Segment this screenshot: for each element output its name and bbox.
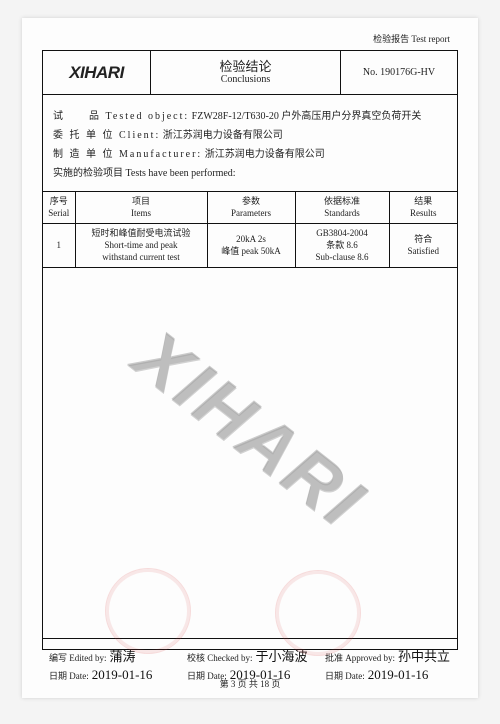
th-results: 结果Results [389,192,457,224]
client-label: 委 托 单 位 Client: [53,130,160,141]
edited-date: 2019-01-16 [92,667,153,683]
mfr-value: 浙江苏润电力设备有限公司 [205,149,325,160]
cell-params: 20kA 2s峰值 peak 50kA [207,224,295,268]
red-stamp-icon [105,568,191,654]
table-row: 1 短时和峰值耐受电流试验Short-time and peakwithstan… [43,224,457,268]
cell-results: 符合Satisfied [389,224,457,268]
mfr-label: 制 造 单 位 Manufacturer: [53,149,202,160]
date-label: 日期 Date: [49,669,89,682]
cell-standards: GB3804-2004条款 8.6Sub-clause 8.6 [295,224,389,268]
report-frame: XIHARI 检验结论 Conclusions No. 190176G-HV 试… [42,50,458,650]
report-number: No. 190176G-HV [341,51,457,94]
client-value: 浙江苏润电力设备有限公司 [163,130,283,141]
info-tested: 试 品 Tested object: FZW28F-12/T630-20 户外高… [53,107,447,126]
approved-date: 2019-01-16 [368,667,429,683]
body-area: XIHARI [43,268,457,638]
date-label: 日期 Date: [325,669,365,682]
logo-text: XIHARI [43,51,151,94]
info-block: 试 品 Tested object: FZW28F-12/T630-20 户外高… [43,95,457,191]
cell-serial: 1 [43,224,75,268]
th-serial: 序号Serial [43,192,75,224]
results-table: 序号Serial 项目Items 参数Parameters 依据标准Standa… [43,191,457,268]
red-stamp-icon [275,570,361,656]
th-items: 项目Items [75,192,207,224]
top-right-label: 检验报告 Test report [373,32,450,45]
tested-value: FZW28F-12/T630-20 户外高压用户分界真空负荷开关 [192,111,422,122]
edited-label: 编写 Edited by: [49,651,107,664]
approved-label: 批准 Approved by: [325,651,395,664]
header-row: XIHARI 检验结论 Conclusions No. 190176G-HV [43,51,457,95]
page-number: 第 3 页 共 18 页 [220,677,281,690]
th-params: 参数Parameters [207,192,295,224]
checked-label: 校核 Checked by: [187,651,253,664]
info-mfr: 制 造 单 位 Manufacturer: 浙江苏润电力设备有限公司 [53,145,447,164]
tested-label: 试 品 Tested object: [53,111,189,122]
title-en: Conclusions [221,74,270,86]
title-cn: 检验结论 [219,59,271,75]
info-client: 委 托 单 位 Client: 浙江苏润电力设备有限公司 [53,126,447,145]
approved-signature: 孙中共立 [398,646,450,665]
watermark-text: XIHARI [119,316,381,546]
table-header-row: 序号Serial 项目Items 参数Parameters 依据标准Standa… [43,192,457,224]
th-standards: 依据标准Standards [295,192,389,224]
cell-items: 短时和峰值耐受电流试验Short-time and peakwithstand … [75,224,207,268]
report-page: 检验报告 Test report XIHARI 检验结论 Conclusions… [22,18,478,698]
info-performed: 实施的检验项目 Tests have been performed: [53,164,447,183]
header-title: 检验结论 Conclusions [151,51,341,94]
